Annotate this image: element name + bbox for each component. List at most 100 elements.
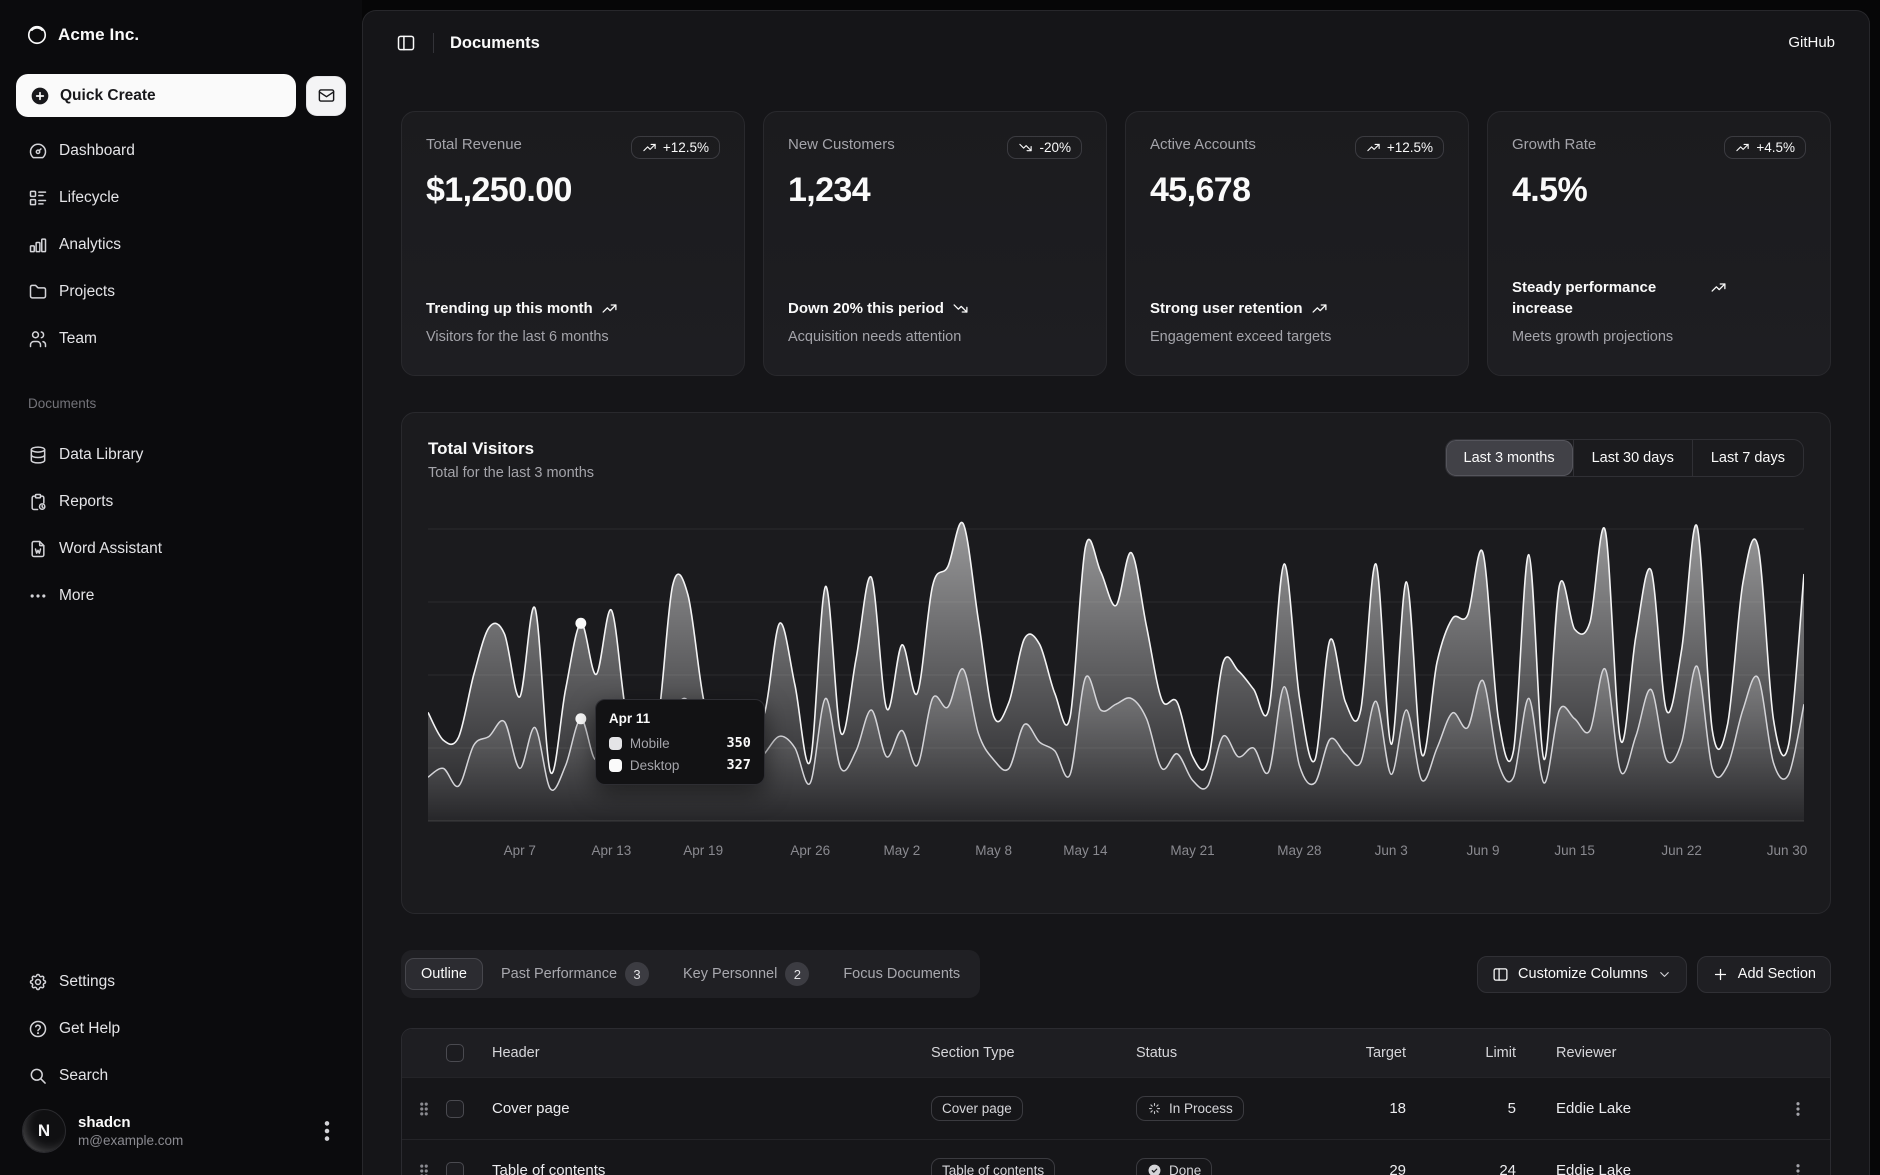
x-tick: Jun 9 [1466,843,1500,858]
trending-up-icon [1366,140,1381,155]
sidebar-item-label: Dashboard [59,142,135,159]
brand[interactable]: Acme Inc. [16,18,346,52]
trend-badge: +12.5% [1354,136,1444,159]
drag-handle-icon[interactable] [415,1162,433,1175]
row-header[interactable]: Table of contents [492,1162,606,1175]
sidebar-item-label: Data Library [59,446,144,463]
row-menu-icon[interactable] [1784,1095,1812,1123]
tab-count-badge: 3 [625,962,650,986]
database-icon [28,445,48,465]
nav-main: Dashboard Lifecycle Analytics Projects T… [16,131,346,366]
avatar: N [22,1109,66,1153]
tab-key-personnel[interactable]: Key Personnel 2 [667,954,825,994]
section-type-badge: Cover page [931,1096,1023,1121]
sidebar-item-label: Lifecycle [59,189,120,206]
divider [433,33,434,53]
dashboard-icon [28,141,48,161]
chart-tooltip: Apr 11 Mobile 350 Desktop 327 [594,699,765,785]
table-row: Cover page Cover page In Process 18 5 Ed… [402,1077,1830,1139]
sidebar-item-projects[interactable]: Projects [16,272,346,312]
circle-plus-icon [30,86,50,106]
sidebar-item-label: Analytics [59,236,122,253]
drag-handle-icon[interactable] [415,1100,433,1118]
brand-name: Acme Inc. [58,25,140,44]
inbox-button[interactable] [306,75,346,116]
stat-card-new-customers: New Customers -20% 1,234 Down 20% this p… [763,111,1107,376]
stat-card-growth-rate: Growth Rate +4.5% 4.5% Steady performanc… [1487,111,1831,376]
row-reviewer[interactable]: Eddie Lake [1556,1100,1632,1117]
circle-check-icon [1147,1163,1162,1175]
help-icon [28,1019,48,1039]
user-menu[interactable]: N shadcn m@example.com [16,1103,346,1153]
github-link[interactable]: GitHub [1788,34,1835,51]
x-tick: Jun 3 [1374,843,1408,858]
add-section-button[interactable]: Add Section [1696,955,1831,993]
stat-footer-title: Down 20% this period [788,298,1082,320]
status-badge: Done [1136,1158,1213,1175]
tab-outline[interactable]: Outline [405,958,483,990]
row-checkbox[interactable] [446,1161,464,1175]
sidebar-item-label: Get Help [59,1020,121,1037]
trending-up-icon [1311,300,1328,317]
sidebar-item-analytics[interactable]: Analytics [16,225,346,265]
stat-value: $1,250.00 [426,171,572,209]
row-header[interactable]: Cover page [492,1100,570,1117]
row-reviewer[interactable]: Eddie Lake [1556,1162,1632,1175]
row-menu-icon[interactable] [1784,1157,1812,1175]
x-tick: Apr 13 [591,843,632,858]
user-email: m@example.com [78,1133,184,1148]
x-tick: May 8 [975,843,1013,858]
stat-label: New Customers [788,136,895,153]
sidebar-toggle-icon[interactable] [389,26,423,60]
x-tick: May 2 [883,843,921,858]
trending-down-icon [952,300,969,317]
stat-value: 4.5% [1512,171,1588,209]
range-last-7-days[interactable]: Last 7 days [1691,440,1803,476]
range-last-30-days[interactable]: Last 30 days [1572,440,1692,476]
customize-columns-button[interactable]: Customize Columns [1477,955,1687,993]
user-menu-kebab-icon[interactable] [314,1118,340,1144]
stat-footer-desc: Visitors for the last 6 months [426,329,609,345]
trending-up-icon [642,140,657,155]
row-checkbox[interactable] [446,1099,464,1118]
total-visitors-card: Total Visitors Total for the last 3 mont… [401,412,1831,914]
row-limit[interactable]: 5 [1507,1100,1516,1117]
x-tick: Jun 22 [1661,843,1702,858]
sidebar-item-settings[interactable]: Settings [16,962,346,1002]
sidebar-item-search[interactable]: Search [16,1056,346,1096]
dots-icon [28,586,48,606]
tab-list: Outline Past Performance 3 Key Personnel 2 Fo… [401,950,981,998]
sidebar-item-label: Reports [59,493,114,510]
users-icon [28,329,48,349]
quick-create-button[interactable]: Quick Create [16,74,296,117]
sidebar-item-lifecycle[interactable]: Lifecycle [16,178,346,218]
nav-secondary: Settings Get Help Search [16,962,346,1103]
tab-past-performance[interactable]: Past Performance 3 [485,954,665,994]
stat-footer-desc: Engagement exceed targets [1150,329,1332,345]
row-limit[interactable]: 24 [1499,1162,1516,1175]
sidebar-item-team[interactable]: Team [16,319,346,359]
tab-count-badge: 2 [785,962,810,986]
sidebar-item-get-help[interactable]: Get Help [16,1009,346,1049]
select-all-checkbox[interactable] [446,1044,464,1062]
sidebar-item-data-library[interactable]: Data Library [16,435,346,475]
user-name: shadcn [78,1114,131,1131]
range-toggle: Last 3 months Last 30 days Last 7 days [1444,439,1804,477]
col-section-type: Section Type [931,1045,1015,1061]
col-reviewer: Reviewer [1556,1045,1617,1061]
page-title: Documents [450,33,540,52]
stat-footer-title: Steady performance increase [1512,277,1806,321]
visitors-area-chart[interactable]: Apr 11 Mobile 350 Desktop 327 Apr 7 Apr 1… [428,521,1807,865]
range-last-3-months[interactable]: Last 3 months [1445,440,1573,476]
row-target[interactable]: 29 [1389,1162,1406,1175]
plus-icon [1712,966,1729,983]
tab-focus-documents[interactable]: Focus Documents [827,958,976,990]
sidebar-item-more[interactable]: More [16,576,346,616]
sidebar-item-dashboard[interactable]: Dashboard [16,131,346,171]
trend-badge: -20% [1007,136,1082,159]
sidebar-item-word-assistant[interactable]: Word Assistant [16,529,346,569]
columns-icon [1492,966,1509,983]
search-icon [28,1066,48,1086]
sidebar-item-reports[interactable]: Reports [16,482,346,522]
row-target[interactable]: 18 [1389,1100,1406,1117]
